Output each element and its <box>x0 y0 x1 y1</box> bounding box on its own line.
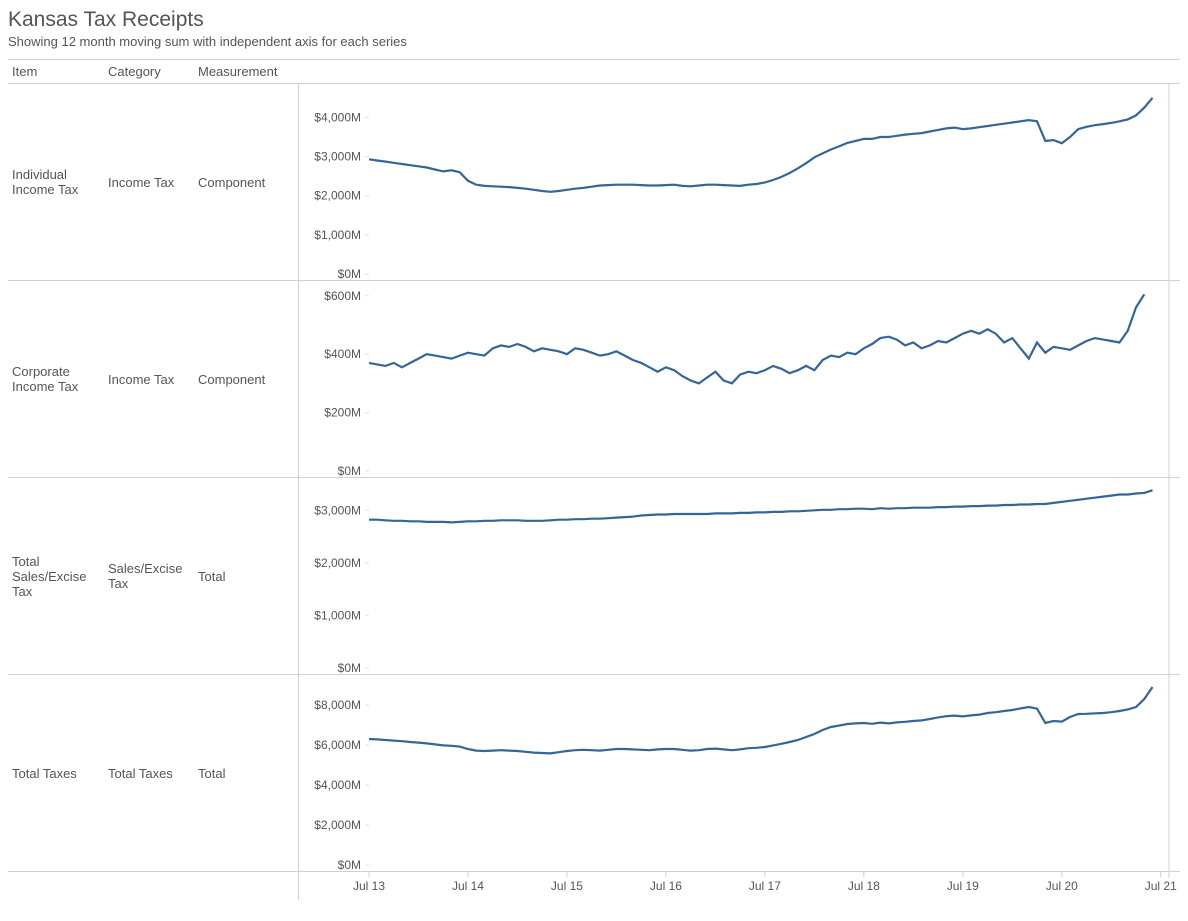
series-line <box>369 98 1153 192</box>
y-tick-label: $4,000M <box>314 110 361 124</box>
x-tick-label: Jul 17 <box>749 879 781 893</box>
row-measurement-label: Component <box>198 281 298 477</box>
y-tick-label: $0M <box>338 267 361 281</box>
row-category-label: Income Tax <box>108 281 198 477</box>
y-tick-label: $1,000M <box>314 608 361 622</box>
y-tick-label: $1,000M <box>314 228 361 242</box>
x-tick-label: Jul 21 <box>1145 879 1177 893</box>
row-item-label: Corporate Income Tax <box>8 281 108 477</box>
x-axis-svg: Jul 13 Jul 14 Jul 15 Jul 16 Jul 17 Jul 18 Jul … <box>299 872 1179 900</box>
x-tick-label: Jul 15 <box>551 879 583 893</box>
panel-container: Item Category Measurement Individual Inc… <box>8 59 1180 900</box>
y-tick-label: $200M <box>324 406 361 420</box>
row-chart-cell: $0M $1,000M $2,000M $3,000M <box>298 478 1180 674</box>
chart-svg: $0M $200M $400M $600M <box>299 281 1179 478</box>
series-line <box>369 687 1153 753</box>
panel-row: Corporate Income Tax Income Tax Componen… <box>8 281 1180 478</box>
row-item-label: Individual Income Tax <box>8 84 108 280</box>
x-tick-label: Jul 13 <box>353 879 385 893</box>
x-tick-label: Jul 20 <box>1046 879 1078 893</box>
x-tick-label: Jul 16 <box>650 879 682 893</box>
x-tick-label: Jul 14 <box>452 879 484 893</box>
y-tick-label: $3,000M <box>314 150 361 164</box>
chart-subtitle: Showing 12 month moving sum with indepen… <box>8 34 1180 49</box>
row-category-label: Total Taxes <box>108 675 198 871</box>
row-measurement-label: Component <box>198 84 298 280</box>
y-tick-label: $400M <box>324 347 361 361</box>
chart-svg: $0M $1,000M $2,000M $3,000M $4,000M <box>299 84 1179 281</box>
y-tick-label: $2,000M <box>314 818 361 832</box>
x-tick-label: Jul 19 <box>947 879 979 893</box>
y-tick-label: $3,000M <box>314 503 361 517</box>
y-tick-label: $0M <box>338 661 361 675</box>
y-tick-label: $0M <box>338 464 361 478</box>
y-tick-label: $600M <box>324 289 361 303</box>
header-item: Item <box>8 64 108 79</box>
y-tick-label: $0M <box>338 858 361 872</box>
y-tick-label: $2,000M <box>314 189 361 203</box>
header-category: Category <box>108 64 198 79</box>
chart-svg: $0M $1,000M $2,000M $3,000M <box>299 478 1179 675</box>
row-measurement-label: Total <box>198 675 298 871</box>
row-item-label: Total Sales/Excise Tax <box>8 478 108 674</box>
row-measurement-label: Total <box>198 478 298 674</box>
header-measurement: Measurement <box>198 64 298 79</box>
series-line <box>369 294 1144 383</box>
panel-row: Total Sales/Excise Tax Sales/Excise Tax … <box>8 478 1180 675</box>
y-tick-label: $2,000M <box>314 556 361 570</box>
header-row: Item Category Measurement <box>8 60 1180 84</box>
chart-svg: $0M $2,000M $4,000M $6,000M $8,000M <box>299 675 1179 872</box>
row-category-label: Income Tax <box>108 84 198 280</box>
y-tick-label: $8,000M <box>314 698 361 712</box>
x-axis-row: Jul 13 Jul 14 Jul 15 Jul 16 Jul 17 Jul 18 Jul … <box>8 872 1180 900</box>
row-chart-cell: $0M $200M $400M $600M <box>298 281 1180 477</box>
panel-row: Individual Income Tax Income Tax Compone… <box>8 84 1180 281</box>
chart-title: Kansas Tax Receipts <box>8 8 1180 32</box>
panel-row: Total Taxes Total Taxes Total $0M $2,000M… <box>8 675 1180 872</box>
row-chart-cell: $0M $1,000M $2,000M $3,000M $4,000M <box>298 84 1180 280</box>
row-item-label: Total Taxes <box>8 675 108 871</box>
x-tick-label: Jul 18 <box>848 879 880 893</box>
y-tick-label: $6,000M <box>314 738 361 752</box>
row-chart-cell: $0M $2,000M $4,000M $6,000M $8,000M <box>298 675 1180 871</box>
y-tick-label: $4,000M <box>314 778 361 792</box>
series-line <box>369 490 1153 522</box>
row-category-label: Sales/Excise Tax <box>108 478 198 674</box>
